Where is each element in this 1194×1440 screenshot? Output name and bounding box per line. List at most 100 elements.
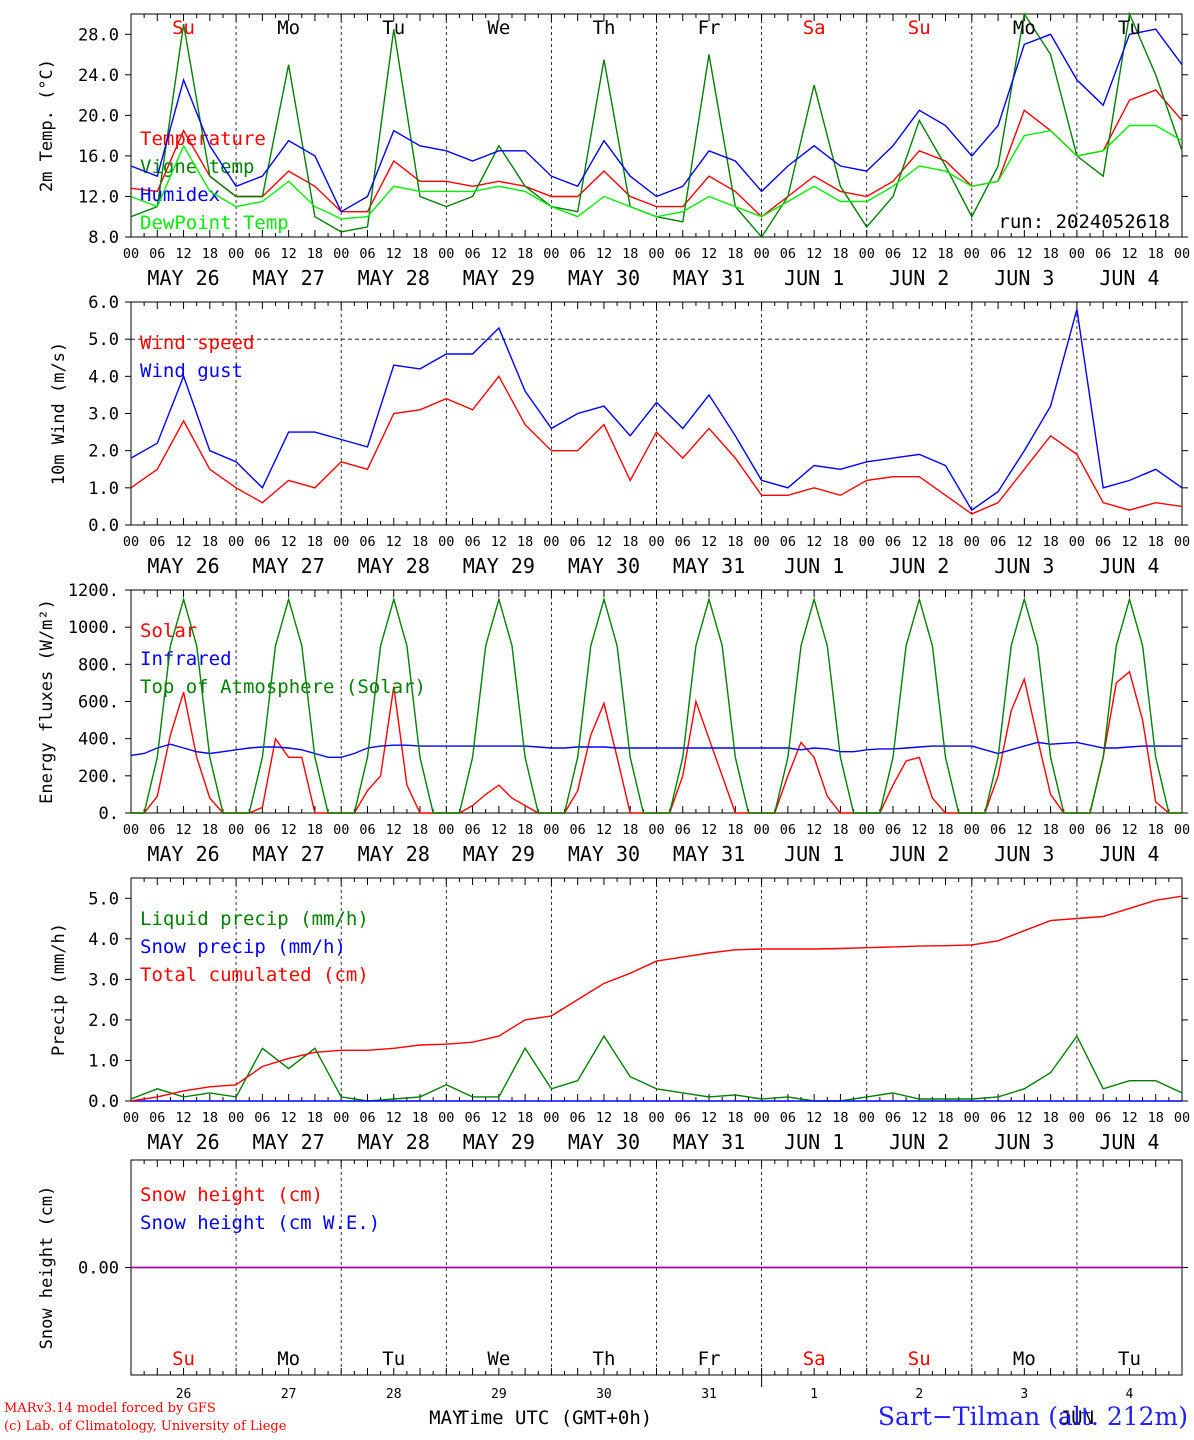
date-label: MAY 27 xyxy=(253,842,325,866)
day-name-label: Sa xyxy=(803,17,826,39)
day-name-label: Fr xyxy=(698,17,721,39)
hour-tick-label: 00 xyxy=(543,246,559,262)
hour-tick-label: 12 xyxy=(911,534,927,550)
date-label: MAY 26 xyxy=(147,1130,219,1154)
hour-tick-label: 00 xyxy=(228,246,244,262)
date-label: MAY 26 xyxy=(147,554,219,578)
hour-tick-label: 06 xyxy=(885,534,901,550)
bottom-day-number: 30 xyxy=(596,1387,612,1402)
hour-tick-label: 18 xyxy=(307,534,323,550)
bottom-day-name: Tu xyxy=(1118,1348,1141,1370)
y-tick-label: 1.0 xyxy=(88,1051,119,1071)
hour-tick-label: 00 xyxy=(1174,822,1190,838)
date-label: JUN 3 xyxy=(994,842,1054,866)
credit-line-1: MARv3.14 model forced by GFS xyxy=(4,1401,216,1416)
date-label: JUN 1 xyxy=(784,266,844,290)
hour-tick-label: 00 xyxy=(123,822,139,838)
hour-tick-label: 00 xyxy=(438,822,454,838)
hour-tick-label: 12 xyxy=(491,534,507,550)
legend-entry: Vigne temp xyxy=(140,156,254,178)
bottom-day-name: Mo xyxy=(277,1348,300,1370)
series-line-energy-2 xyxy=(131,596,1182,814)
hour-tick-label: 12 xyxy=(596,1110,612,1126)
panel-frame-temperature xyxy=(130,13,1183,238)
y-tick-label: 400. xyxy=(78,730,119,750)
hour-tick-label: 18 xyxy=(307,822,323,838)
hour-tick-label: 00 xyxy=(1174,246,1190,262)
hour-tick-label: 12 xyxy=(596,246,612,262)
hour-tick-label: 18 xyxy=(1148,1110,1164,1126)
hour-tick-label: 00 xyxy=(123,1110,139,1126)
series-line-temperature-2 xyxy=(130,28,1183,213)
series-line-temperature-3 xyxy=(130,124,1183,220)
hour-tick-label: 12 xyxy=(175,1110,191,1126)
y-tick-label: 20.0 xyxy=(78,106,119,126)
hour-tick-label: 18 xyxy=(1148,246,1164,262)
legend-entry: Snow height (cm) xyxy=(140,1184,323,1206)
y-tick-label: 16.0 xyxy=(78,147,119,167)
hour-tick-label: 18 xyxy=(412,822,428,838)
y-tick-label: 1200. xyxy=(68,581,119,601)
date-label: MAY 29 xyxy=(463,554,535,578)
date-label: MAY 31 xyxy=(673,266,745,290)
hour-tick-label: 00 xyxy=(438,1110,454,1126)
series-line-temperature-0 xyxy=(130,89,1183,218)
date-label: MAY 27 xyxy=(253,554,325,578)
hour-tick-label: 12 xyxy=(596,822,612,838)
hour-tick-label: 12 xyxy=(386,534,402,550)
hour-tick-label: 12 xyxy=(386,1110,402,1126)
day-name-label: Tu xyxy=(382,17,405,39)
hour-tick-label: 00 xyxy=(543,534,559,550)
hour-tick-label: 12 xyxy=(491,1110,507,1126)
hour-tick-label: 00 xyxy=(438,534,454,550)
hour-tick-label: 12 xyxy=(281,822,297,838)
hour-tick-label: 00 xyxy=(333,246,349,262)
hour-tick-label: 12 xyxy=(701,246,717,262)
hour-tick-label: 06 xyxy=(254,534,270,550)
hour-tick-label: 00 xyxy=(859,534,875,550)
hour-tick-label: 00 xyxy=(123,246,139,262)
hour-tick-label: 00 xyxy=(964,822,980,838)
date-label: JUN 2 xyxy=(889,266,949,290)
bottom-day-name: Fr xyxy=(698,1348,721,1370)
bottom-day-number: 27 xyxy=(281,1387,297,1402)
legend-entry: Liquid precip (mm/h) xyxy=(140,908,369,930)
hour-tick-label: 06 xyxy=(885,246,901,262)
bottom-day-number: 4 xyxy=(1126,1387,1134,1402)
hour-tick-label: 18 xyxy=(937,822,953,838)
hour-tick-label: 12 xyxy=(806,534,822,550)
bottom-day-number: 26 xyxy=(176,1387,192,1402)
hour-tick-label: 06 xyxy=(675,534,691,550)
hour-tick-label: 06 xyxy=(675,246,691,262)
hour-tick-label: 00 xyxy=(1174,1110,1190,1126)
hour-tick-label: 00 xyxy=(753,1110,769,1126)
hour-tick-label: 00 xyxy=(333,1110,349,1126)
hour-tick-label: 00 xyxy=(228,534,244,550)
hour-tick-label: 06 xyxy=(570,1110,586,1126)
date-label: MAY 31 xyxy=(673,842,745,866)
hour-tick-label: 12 xyxy=(1121,1110,1137,1126)
date-label: JUN 2 xyxy=(889,1130,949,1154)
hour-tick-label: 12 xyxy=(806,1110,822,1126)
hour-tick-label: 06 xyxy=(990,534,1006,550)
hour-tick-label: 06 xyxy=(570,246,586,262)
hour-tick-label: 18 xyxy=(832,534,848,550)
date-label: JUN 2 xyxy=(889,554,949,578)
hour-tick-label: 00 xyxy=(1069,534,1085,550)
y-tick-label: 1000. xyxy=(68,618,119,638)
day-name-label: Su xyxy=(172,17,195,39)
hour-tick-label: 00 xyxy=(438,246,454,262)
legend-entry: Wind speed xyxy=(140,332,254,354)
hour-tick-label: 18 xyxy=(937,1110,953,1126)
hour-tick-label: 00 xyxy=(543,822,559,838)
hour-tick-label: 06 xyxy=(1095,246,1111,262)
hour-tick-label: 06 xyxy=(675,822,691,838)
hour-tick-label: 12 xyxy=(1121,822,1137,838)
day-name-label: Mo xyxy=(277,17,300,39)
day-name-label: Mo xyxy=(1013,17,1036,39)
hour-tick-label: 18 xyxy=(517,534,533,550)
date-label: JUN 4 xyxy=(1099,266,1159,290)
hour-tick-label: 06 xyxy=(359,534,375,550)
hour-tick-label: 00 xyxy=(648,246,664,262)
